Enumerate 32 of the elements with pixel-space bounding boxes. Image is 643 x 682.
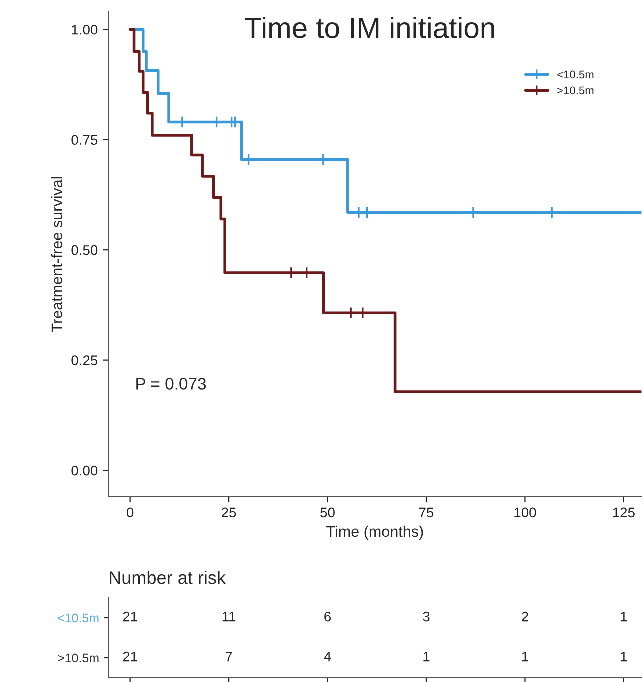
y-tick-label: 1.00 — [72, 24, 98, 35]
x-tick-label: 50 — [320, 508, 335, 518]
x-tick-label: 125 — [613, 508, 635, 518]
text: 21 — [123, 652, 138, 662]
text: 1 — [424, 652, 430, 662]
text: 4 — [324, 652, 332, 662]
text: 11 — [222, 612, 236, 622]
y-tick-label: 0.25 — [72, 356, 98, 366]
x-axis-title: Time (months) — [326, 526, 424, 540]
y-tick-label: 0.00 — [72, 466, 98, 476]
annotation: P = 0.073 — [136, 378, 206, 390]
category-label: >10.5m — [58, 654, 99, 663]
text: 1 — [621, 652, 628, 662]
text: 2 — [522, 612, 528, 622]
text: 21 — [123, 612, 138, 622]
chart-title: Time to IM initiation — [244, 17, 494, 38]
y-tick-label: 0.50 — [72, 245, 98, 256]
legend-label: >10.5m — [558, 86, 594, 95]
x-tick-label: 25 — [222, 508, 236, 518]
y-axis-title: Treatment-free survival — [51, 177, 63, 332]
x-tick-label: 75 — [419, 508, 434, 518]
legend-label: <10.5m — [558, 70, 594, 79]
x-tick-label: 100 — [514, 508, 536, 518]
y-tick-label: 0.75 — [72, 135, 98, 146]
category-label: <10.5m — [58, 614, 99, 623]
x-tick-label: 0 — [127, 508, 134, 518]
text: Number at risk — [110, 571, 226, 584]
text: 1 — [522, 652, 528, 662]
text: 3 — [423, 612, 430, 622]
text: 7 — [226, 652, 232, 662]
text: 1 — [621, 612, 628, 622]
text: 6 — [324, 612, 332, 622]
